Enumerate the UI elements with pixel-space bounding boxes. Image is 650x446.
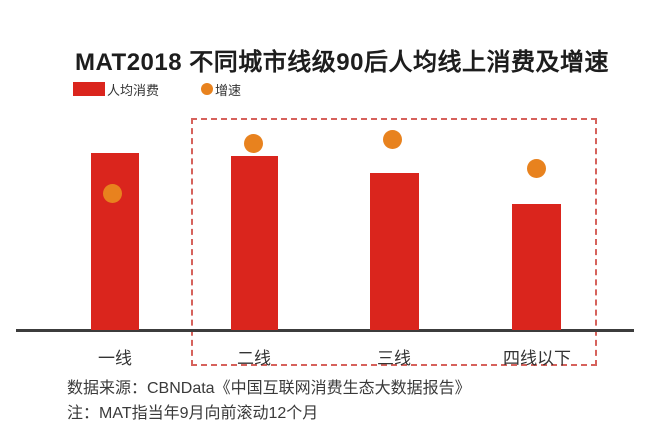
bar-一线	[91, 153, 139, 330]
bar-二线	[231, 156, 278, 330]
bar-series-swatch-icon	[73, 82, 105, 96]
legend-label-growth: 增速	[215, 82, 242, 98]
x-label-一线: 一线	[98, 349, 132, 368]
bar-三线	[370, 173, 419, 330]
growth-dot-icon	[201, 83, 214, 95]
bar-四线以下	[512, 204, 561, 330]
growth-dot-二线	[243, 133, 263, 153]
x-axis-line	[16, 329, 634, 332]
footer: 数据来源：CBNData《中国互联网消费生态大数据报告》 注：MAT指当年9月向…	[67, 376, 471, 426]
chart-title: MAT2018 不同城市线级90后人均线上消费及增速	[75, 49, 609, 76]
growth-dot-四线以下	[526, 158, 546, 178]
highlight-dashed-box	[191, 118, 597, 366]
x-label-三线: 三线	[377, 349, 411, 368]
footer-source: 数据来源：CBNData《中国互联网消费生态大数据报告》	[67, 380, 471, 397]
footer-note: 注：MAT指当年9月向前滚动12个月	[67, 405, 319, 422]
growth-dot-一线	[102, 183, 122, 203]
legend-label-consumption: 人均消费	[107, 82, 160, 98]
growth-dot-三线	[382, 129, 402, 149]
legend: 人均消费 增速	[73, 80, 241, 98]
x-label-四线以下: 四线以下	[503, 349, 571, 368]
x-label-二线: 二线	[237, 349, 271, 368]
